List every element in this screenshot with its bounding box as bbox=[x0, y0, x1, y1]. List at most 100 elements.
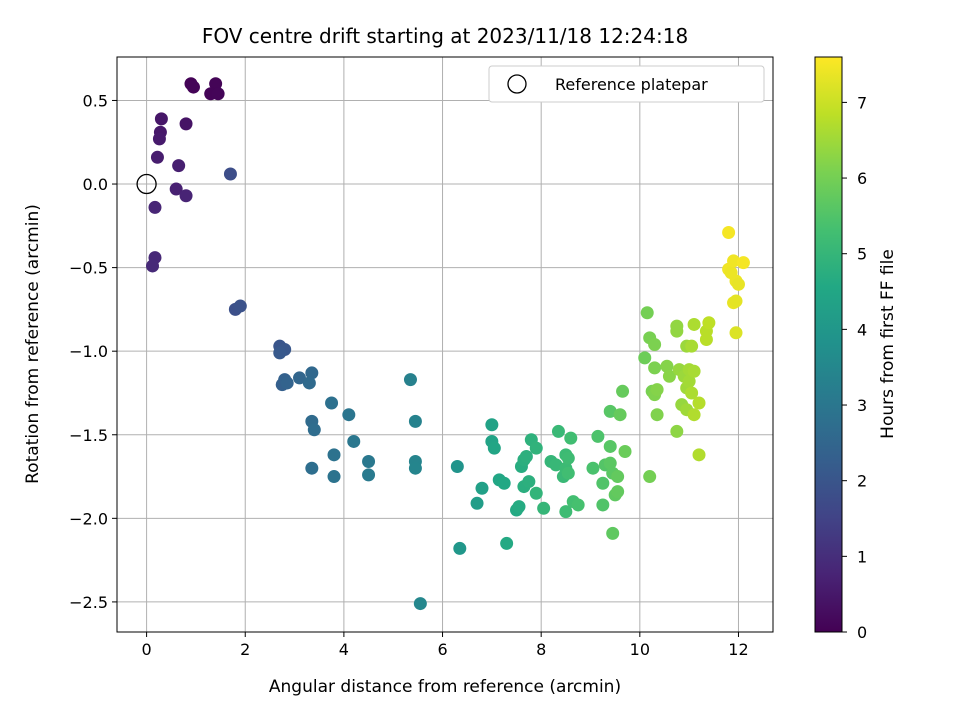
data-point bbox=[692, 396, 706, 410]
data-point bbox=[537, 501, 551, 515]
data-point bbox=[500, 536, 514, 550]
data-point bbox=[179, 117, 193, 131]
data-point bbox=[702, 316, 716, 330]
data-point bbox=[549, 458, 563, 472]
data-point bbox=[209, 77, 223, 91]
data-point bbox=[362, 468, 376, 482]
data-point bbox=[154, 112, 168, 126]
x-tick-label: 4 bbox=[339, 640, 349, 659]
data-point bbox=[640, 306, 654, 320]
axes: 0 2 4 6 8 10 12 −2.5 −2.0 −1.5 −1.0 −0.5 0.0 0.5 bbox=[69, 56, 774, 659]
legend: Reference platepar bbox=[488, 65, 765, 103]
data-point bbox=[403, 373, 417, 387]
data-point bbox=[413, 597, 427, 611]
data-point bbox=[638, 351, 652, 365]
y-tick-label: 0.5 bbox=[83, 91, 108, 110]
legend-box bbox=[488, 65, 765, 103]
data-point bbox=[685, 339, 699, 353]
y-tick-label: −1.0 bbox=[69, 342, 108, 361]
data-point bbox=[722, 226, 736, 240]
data-point bbox=[211, 87, 225, 101]
data-point bbox=[650, 383, 664, 397]
colorbar-tick-label: 5 bbox=[857, 245, 867, 264]
data-point bbox=[302, 376, 316, 390]
y-tick-label: 0.0 bbox=[83, 175, 108, 194]
data-point bbox=[561, 466, 575, 480]
data-point bbox=[618, 444, 632, 458]
data-point bbox=[596, 498, 610, 512]
y-tick-label: −2.0 bbox=[69, 509, 108, 528]
data-point bbox=[485, 418, 499, 432]
data-point bbox=[362, 455, 376, 469]
data-point bbox=[591, 429, 605, 443]
y-tick-label: −2.5 bbox=[69, 593, 108, 612]
data-point bbox=[497, 476, 511, 490]
data-point bbox=[280, 376, 294, 390]
x-axis-label: Angular distance from reference (arcmin) bbox=[269, 677, 621, 697]
data-point bbox=[146, 259, 160, 273]
y-tick-label: −1.5 bbox=[69, 426, 108, 445]
data-point bbox=[613, 408, 627, 422]
colorbar-tick-label: 4 bbox=[857, 320, 867, 339]
data-point bbox=[731, 277, 745, 291]
data-point bbox=[586, 461, 600, 475]
y-axis-label: Rotation from reference (arcmin) bbox=[23, 204, 43, 484]
data-point bbox=[603, 404, 617, 418]
data-point bbox=[660, 359, 674, 373]
data-point bbox=[273, 346, 287, 360]
data-point bbox=[729, 294, 743, 308]
data-point bbox=[603, 439, 617, 453]
data-point bbox=[729, 326, 743, 340]
data-point bbox=[292, 371, 306, 385]
data-point bbox=[682, 374, 696, 388]
data-point bbox=[611, 485, 625, 499]
data-point bbox=[564, 431, 578, 445]
data-point bbox=[150, 150, 164, 164]
colorbar-ticks: 0 1 2 3 4 5 6 7 bbox=[842, 93, 867, 642]
data-point bbox=[699, 332, 713, 346]
data-point bbox=[670, 424, 684, 438]
x-tick-label: 0 bbox=[142, 640, 152, 659]
data-point bbox=[571, 498, 585, 512]
data-point bbox=[687, 317, 701, 331]
data-point bbox=[408, 461, 422, 475]
data-point bbox=[687, 364, 701, 378]
grid-lines bbox=[117, 57, 773, 632]
data-point bbox=[727, 254, 741, 268]
colorbar-tick-label: 0 bbox=[857, 623, 867, 642]
data-point bbox=[685, 386, 699, 400]
data-point bbox=[603, 456, 617, 470]
data-point bbox=[342, 408, 356, 422]
x-tick-label: 12 bbox=[728, 640, 748, 659]
data-point bbox=[408, 414, 422, 428]
data-point bbox=[529, 441, 543, 455]
data-point bbox=[148, 200, 162, 214]
data-point bbox=[475, 481, 489, 495]
data-point bbox=[327, 470, 341, 484]
colorbar-tick-label: 7 bbox=[857, 93, 867, 112]
plot-frame bbox=[116, 56, 774, 633]
data-point bbox=[611, 470, 625, 484]
legend-marker-reference bbox=[507, 74, 527, 94]
data-point bbox=[736, 256, 750, 270]
data-point bbox=[522, 475, 536, 489]
data-point bbox=[606, 526, 620, 540]
data-point bbox=[172, 159, 186, 173]
data-point bbox=[453, 541, 467, 555]
data-point bbox=[223, 167, 237, 181]
data-point bbox=[643, 470, 657, 484]
reference-point bbox=[136, 173, 157, 195]
data-point bbox=[648, 338, 662, 351]
data-point bbox=[305, 366, 319, 380]
colorbar-tick-label: 2 bbox=[857, 472, 867, 491]
data-point bbox=[512, 500, 526, 514]
data-point bbox=[470, 496, 484, 510]
data-point bbox=[450, 460, 464, 474]
data-point bbox=[662, 369, 676, 383]
data-point bbox=[616, 384, 630, 398]
data-point bbox=[233, 299, 247, 313]
data-point bbox=[648, 361, 662, 375]
x-tick-label: 2 bbox=[240, 640, 250, 659]
y-tick-label: −0.5 bbox=[69, 259, 108, 278]
data-point bbox=[307, 423, 321, 437]
